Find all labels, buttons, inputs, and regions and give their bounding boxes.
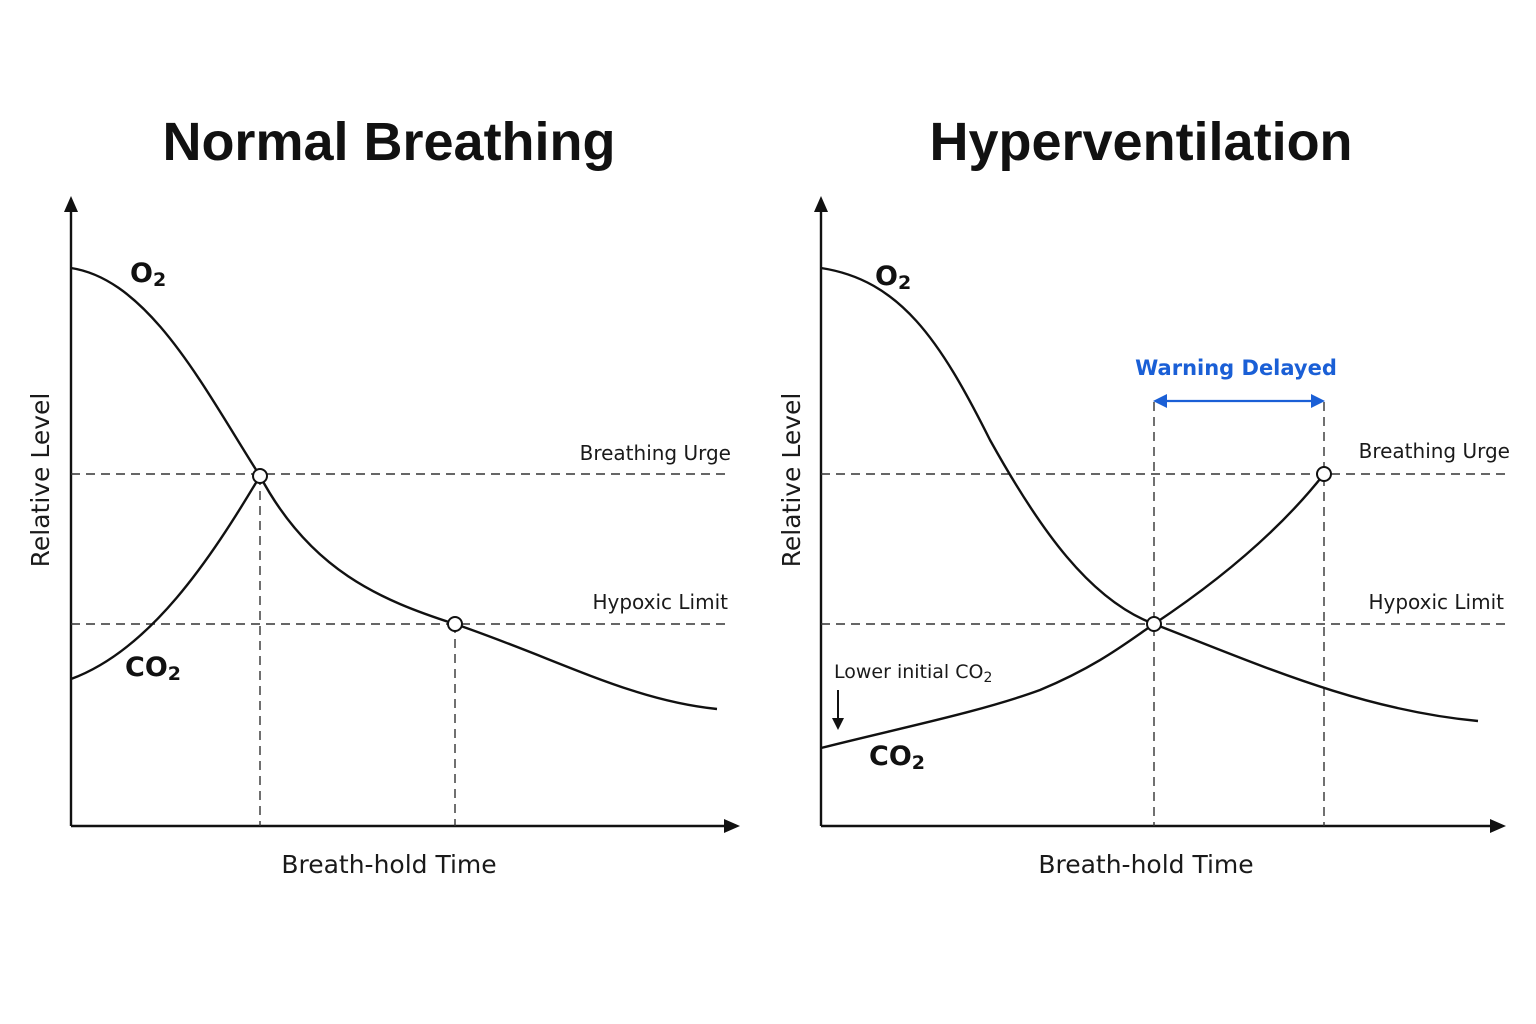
o2-curve — [820, 266, 1479, 723]
o2-label: O2 — [875, 261, 911, 294]
arrow-head-icon — [64, 196, 78, 212]
hypoxia-point-marker — [447, 616, 463, 632]
panel-title: Normal Breathing — [162, 112, 615, 172]
arrow-head-icon — [1490, 819, 1506, 833]
o2-curve — [70, 266, 718, 711]
double-arrow-icon — [1153, 394, 1325, 408]
hypoxic-limit-label: Hypoxic Limit — [1368, 590, 1504, 614]
panel-normal-breathing: Normal Breathing Relative Level Breath-h… — [26, 112, 740, 879]
panel-hyperventilation: Hyperventilation Relative Level Breath-h… — [777, 112, 1510, 879]
x-axis-label: Breath-hold Time — [281, 850, 496, 879]
hypoxic-limit-label: Hypoxic Limit — [592, 590, 728, 614]
x-axis-label: Breath-hold Time — [1038, 850, 1253, 879]
panel-title: Hyperventilation — [929, 112, 1352, 172]
hypoxia-point-marker — [1146, 616, 1162, 632]
co2-curve — [70, 475, 262, 681]
y-axis-label: Relative Level — [777, 393, 806, 568]
y-axis-label: Relative Level — [26, 393, 55, 568]
urge-point-marker — [1316, 466, 1332, 482]
down-arrow-icon — [832, 690, 844, 730]
lower-initial-co2-label: Lower initial CO2 — [834, 661, 992, 686]
breathing-urge-label: Breathing Urge — [580, 441, 731, 465]
warning-delayed-label: Warning Delayed — [1135, 356, 1337, 380]
breathing-urge-label: Breathing Urge — [1359, 439, 1510, 463]
co2-label: CO2 — [125, 652, 181, 685]
co2-curve — [820, 473, 1325, 750]
arrow-head-icon — [814, 196, 828, 212]
co2-label: CO2 — [869, 741, 925, 774]
arrow-head-icon — [724, 819, 740, 833]
o2-label: O2 — [130, 258, 166, 291]
urge-point-marker — [252, 468, 268, 484]
